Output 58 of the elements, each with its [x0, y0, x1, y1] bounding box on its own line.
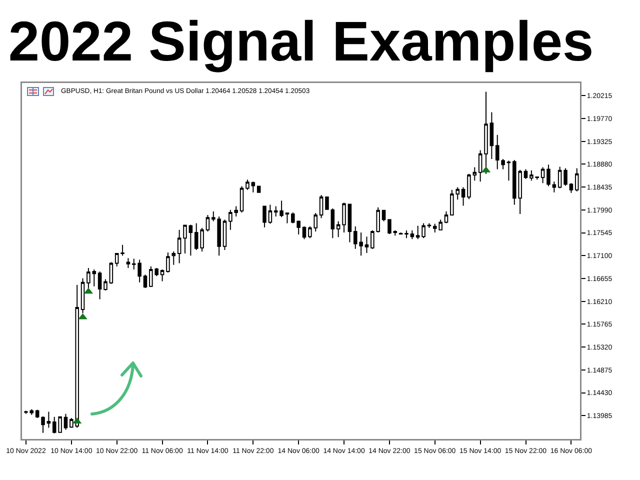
candlestick — [422, 222, 426, 239]
candlestick — [427, 222, 432, 228]
candlestick — [461, 186, 466, 206]
candlestick — [98, 271, 102, 300]
candlestick — [342, 202, 346, 233]
candlestick — [336, 220, 340, 238]
candlestick — [524, 168, 528, 180]
candlestick — [484, 91, 488, 174]
candlestick — [172, 251, 176, 266]
candlestick — [109, 262, 114, 284]
candlestick — [330, 208, 335, 239]
candlestick — [126, 258, 130, 268]
candlestick — [188, 224, 193, 256]
candlestick — [546, 164, 550, 187]
candlestick — [64, 413, 68, 430]
candlestick — [160, 268, 164, 282]
candlestick — [104, 278, 108, 292]
candlestick — [569, 182, 574, 194]
candlestick — [35, 409, 40, 418]
candlestick — [416, 225, 420, 240]
candlestick — [444, 210, 448, 224]
candlestick — [410, 230, 414, 240]
candlestick — [222, 219, 227, 250]
candlestick — [262, 205, 266, 228]
candlestick — [285, 212, 290, 224]
candlestick — [478, 150, 482, 182]
candlestick — [404, 230, 408, 239]
candlestick — [251, 181, 256, 193]
candlestick — [325, 196, 329, 210]
candlestick — [143, 274, 148, 288]
candlestick — [246, 179, 250, 190]
candlestick — [574, 168, 579, 192]
candlestick — [540, 166, 545, 184]
candlestick — [472, 166, 477, 182]
candlestick — [302, 226, 306, 240]
candlestick — [41, 416, 45, 434]
candlestick — [114, 252, 119, 267]
candlestick — [506, 160, 511, 182]
candlestick — [467, 173, 471, 200]
candlestick — [120, 244, 124, 256]
candlestick — [348, 203, 352, 243]
candlestick — [558, 166, 562, 189]
candlestick — [552, 181, 556, 193]
chart-title: 2022 Signal Examples — [8, 10, 594, 73]
candlestick — [183, 224, 187, 254]
candlestick — [319, 194, 324, 219]
candlestick — [490, 112, 494, 160]
candlestick — [24, 410, 28, 414]
candlestick — [364, 236, 369, 254]
candlestick — [564, 168, 568, 186]
candlestick — [30, 408, 34, 416]
candlestick — [80, 278, 85, 314]
candlestick — [240, 186, 244, 213]
candlestick — [166, 252, 170, 274]
candlestick — [46, 411, 51, 428]
candlestick — [177, 229, 182, 264]
candlestick — [206, 214, 210, 232]
candlestick — [268, 204, 272, 224]
